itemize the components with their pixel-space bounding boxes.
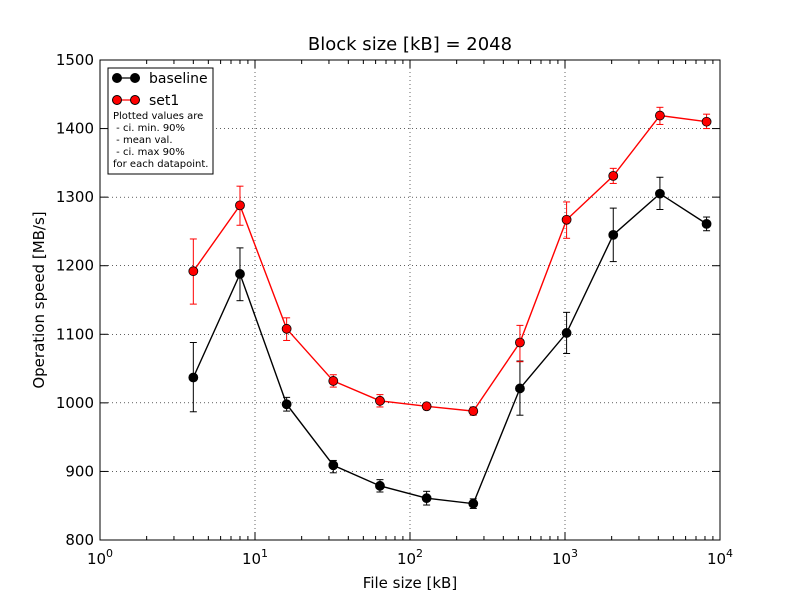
data-point-baseline: [608, 229, 619, 240]
legend-note-line: Plotted values are: [113, 111, 203, 122]
y-tick-label: 1500: [56, 51, 94, 69]
legend-box: [107, 67, 214, 175]
x-tick-label: 104: [707, 547, 733, 568]
data-point-set1: [655, 110, 665, 121]
data-point-baseline: [468, 498, 479, 509]
x-axis-label: File size [kB]: [363, 574, 457, 592]
legend-marker-set1: [130, 95, 140, 105]
data-point-set1: [608, 170, 619, 181]
legend-note-line: - mean val.: [113, 135, 173, 146]
y-tick-label: 1200: [56, 257, 94, 275]
legend-note-line: - ci. min. 90%: [113, 123, 185, 134]
x-tick-label: 102: [397, 547, 423, 568]
legend-note-line: - ci. max 90%: [113, 147, 185, 158]
data-point-set1: [375, 395, 385, 406]
data-point-set1: [328, 376, 339, 386]
data-point-baseline: [328, 460, 339, 471]
y-tick-label: 900: [65, 462, 94, 480]
data-point-set1: [561, 214, 572, 225]
legend-label-baseline: baseline: [149, 71, 208, 87]
y-tick-label: 1400: [56, 120, 94, 138]
y-axis-label: Operation speed [MB/s]: [30, 211, 48, 388]
legend: baseline set1 Plotted values are - ci. m…: [107, 67, 214, 175]
x-tick-label: 100: [87, 547, 113, 568]
y-tick-label: 1300: [56, 188, 94, 206]
y-tick-label: 1000: [56, 394, 94, 412]
data-point-baseline: [561, 328, 572, 338]
data-point-set1: [701, 116, 712, 127]
plot-frame: [99, 59, 721, 541]
chart-title: Block size [kB] = 2048: [308, 34, 512, 55]
x-tick-label: 103: [552, 547, 578, 568]
data-point-set1: [188, 266, 199, 277]
legend-marker-baseline: [112, 73, 122, 83]
data-point-set1: [281, 323, 292, 334]
x-tick-label: 101: [242, 547, 268, 568]
data-point-baseline: [515, 383, 525, 394]
data-point-set1: [421, 401, 432, 412]
data-point-baseline: [375, 480, 385, 491]
series-line-baseline: [192, 192, 707, 505]
series-line-set1: [192, 114, 707, 412]
data-point-baseline: [281, 399, 292, 410]
plot-area: [188, 106, 712, 509]
legend-note-line: for each datapoint.: [113, 159, 208, 170]
data-point-set1: [468, 406, 479, 416]
data-point-baseline: [188, 372, 199, 383]
grid: [100, 60, 720, 540]
data-point-baseline: [655, 188, 665, 199]
data-point-baseline: [235, 269, 245, 279]
y-tick-label: 1100: [56, 325, 94, 343]
legend-label-set1: set1: [149, 93, 179, 109]
data-point-set1: [235, 200, 245, 211]
data-point-baseline: [421, 493, 432, 504]
legend-marker-set1: [112, 95, 122, 105]
y-tick-label: 800: [65, 531, 94, 549]
data-point-set1: [515, 337, 525, 348]
legend-marker-baseline: [130, 73, 140, 83]
data-point-baseline: [701, 218, 712, 229]
